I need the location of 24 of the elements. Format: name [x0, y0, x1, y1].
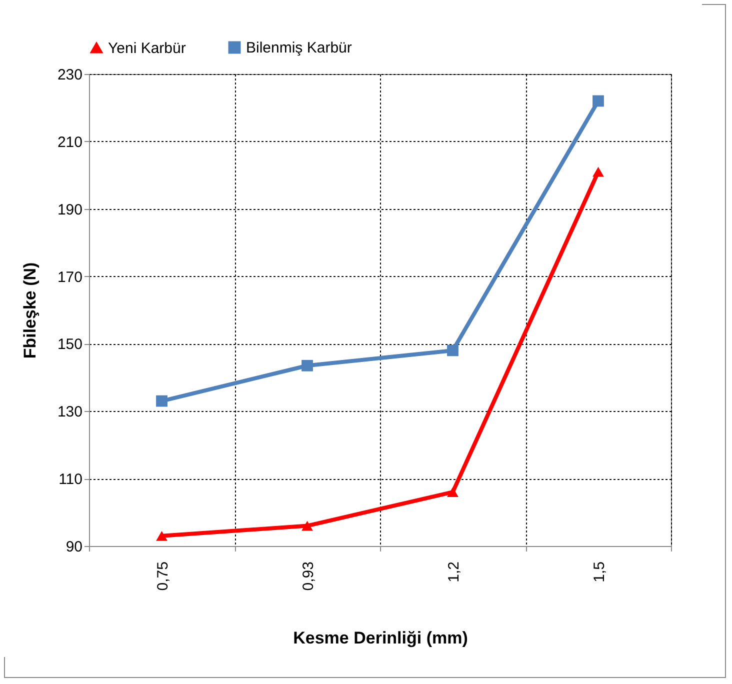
x-axis-title: Kesme Derinliği (mm): [293, 628, 468, 648]
y-tick-label: 230: [57, 66, 82, 84]
point: [156, 395, 168, 407]
point: [447, 344, 458, 356]
x-tick-label: 0,93: [300, 562, 317, 591]
y-tick-label: 90: [66, 538, 82, 556]
point: [447, 487, 458, 497]
y-tick-label: 210: [57, 134, 82, 151]
x-tick-label: 1,5: [590, 562, 608, 582]
point: [592, 95, 604, 107]
x-tick-label: 1,2: [445, 562, 462, 582]
y-tick-label: 110: [58, 471, 82, 488]
y-tick-label: 150: [57, 336, 82, 354]
point: [592, 166, 604, 177]
y-tick-label: 170: [57, 268, 82, 286]
point: [302, 360, 313, 372]
y-axis-title: Fbileşke (N): [20, 262, 40, 359]
point: [156, 530, 168, 541]
legend-label: Bilenmiş Karbür: [246, 40, 352, 57]
legend-label: Yeni Karbür: [108, 40, 186, 57]
y-tick-label: 130: [57, 404, 82, 421]
point: [302, 520, 313, 531]
x-tick-label: 0,75: [154, 562, 172, 591]
y-tick-label: 190: [57, 201, 82, 218]
